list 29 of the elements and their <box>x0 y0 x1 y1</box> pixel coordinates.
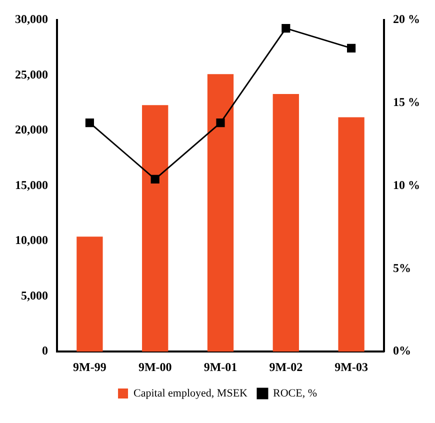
y2-tick-label: 15 % <box>393 94 420 109</box>
bar <box>338 117 364 352</box>
point <box>347 44 356 52</box>
point <box>150 174 160 184</box>
y-tick-label: 15,000 <box>15 178 48 192</box>
y2-tick-label: 10 % <box>393 178 420 192</box>
x-tick-label: 9M-99 <box>73 360 106 374</box>
y2-tick-label: 20 % <box>393 12 420 26</box>
y-tick-label: 25,000 <box>15 67 48 82</box>
y-tick-label: 10,000 <box>15 233 48 248</box>
x-tick-label: 9M-03 <box>334 360 368 374</box>
point <box>282 24 290 33</box>
x-tick-label: 9M-02 <box>269 360 303 374</box>
y2-tick-label: 0% <box>393 344 411 358</box>
y-tick-label: 20,000 <box>15 122 48 137</box>
legend-label: ROCE, % <box>272 387 317 400</box>
bar <box>207 74 234 352</box>
y-tick-label: 0 <box>42 344 48 358</box>
y2-tick-label: 5% <box>393 260 411 275</box>
bar <box>272 94 299 352</box>
point <box>216 118 225 128</box>
legend-label: Capital employed, MSEK <box>134 387 248 400</box>
bar <box>142 105 168 352</box>
bar <box>76 236 103 352</box>
point <box>85 118 94 128</box>
x-tick-label: 9M-00 <box>138 360 172 374</box>
y-tick-label: 5,000 <box>21 288 48 302</box>
x-tick-label: 9M-01 <box>204 360 238 374</box>
y-tick-label: 30,000 <box>15 12 48 26</box>
